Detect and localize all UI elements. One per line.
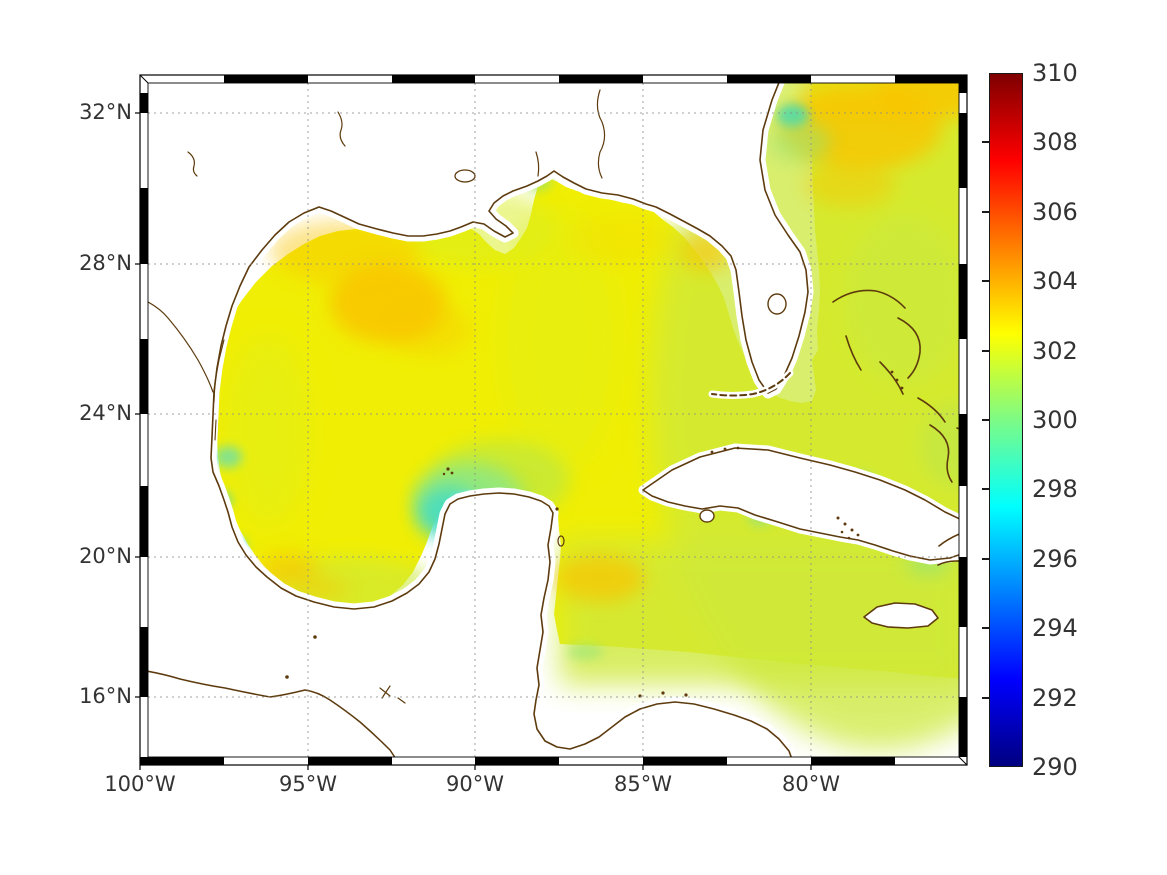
- colorbar-tick-label: 296: [1032, 544, 1078, 573]
- barrier-islands: [213, 339, 225, 441]
- zebra-bottom: [224, 757, 308, 765]
- zebra-top: [308, 75, 392, 83]
- colorbar-tick-label: 294: [1032, 614, 1078, 643]
- pacific-coastline: [148, 670, 396, 757]
- colorbar-tick: [982, 280, 990, 283]
- longitude-tick-label: 90°W: [446, 772, 504, 796]
- zebra-bottom: [643, 757, 727, 765]
- zebra-top: [475, 75, 559, 83]
- latitude-tick-label: 28°N: [79, 251, 132, 275]
- zebra-left: [140, 75, 148, 93]
- zebra-left: [140, 339, 148, 414]
- gridlines: [148, 83, 959, 757]
- zebra-left: [140, 93, 148, 113]
- cuba-coastline-stroke: [642, 447, 959, 561]
- colorbar-tick: [982, 419, 990, 421]
- zebra-top: [895, 75, 967, 83]
- zebra-bottom: [308, 757, 392, 765]
- zebra-left: [140, 697, 148, 761]
- zebra-top: [811, 75, 895, 83]
- hispaniola-coastline: [937, 533, 959, 566]
- colorbar-tick: [982, 210, 990, 213]
- cozumel-island: [557, 535, 565, 547]
- colorbar-tick: [982, 141, 990, 144]
- lake-pontchartrain: [454, 169, 476, 183]
- zebra-left: [140, 188, 148, 264]
- longitude-tick-label: 95°W: [279, 772, 337, 796]
- isla-juventud: [699, 509, 715, 523]
- zebra-right: [959, 113, 967, 188]
- frame-corner-miters: [139, 74, 968, 766]
- latitude-tick-label: 16°N: [79, 684, 132, 708]
- colorbar-gradient: [989, 73, 1023, 767]
- colorbar-tick-label: 300: [1032, 406, 1078, 434]
- rivers: [148, 89, 606, 393]
- latitude-tick-label: 24°N: [79, 401, 132, 425]
- zebra-right: [959, 414, 967, 486]
- zebra-right: [959, 93, 967, 113]
- small-islets: [285, 370, 904, 698]
- longitude-tick-label: 100°W: [104, 772, 176, 796]
- zebra-top: [224, 75, 308, 83]
- colorbar-tick: [982, 488, 990, 491]
- colorbar-tick: [982, 627, 990, 630]
- latitude-tick-label: 32°N: [79, 100, 132, 124]
- warm-patches: [258, 83, 959, 602]
- colorbar-tick: [982, 557, 990, 560]
- zebra-top: [140, 75, 224, 83]
- zebra-right: [959, 75, 967, 93]
- colorbar-tick-label: 302: [1032, 336, 1078, 365]
- zebra-left: [140, 627, 148, 697]
- zebra-right: [959, 486, 967, 557]
- colorbar-tick-label: 306: [1032, 197, 1078, 226]
- map-frame: [139, 74, 968, 766]
- coastlines: [148, 83, 959, 757]
- colorbar-tick: [982, 696, 990, 699]
- colorbar-tick-label: 292: [1032, 683, 1078, 712]
- zebra-top: [392, 75, 475, 83]
- zebra-bottom: [895, 757, 967, 765]
- colorbar-tick-label: 308: [1032, 128, 1078, 157]
- zebra-right: [959, 264, 967, 339]
- axis-ticks: [135, 112, 812, 770]
- mainland-coastline-stroke: [210, 83, 809, 757]
- zebra-bottom: [392, 757, 475, 765]
- zebra-left: [140, 486, 148, 557]
- zebra-right: [959, 188, 967, 264]
- longitude-tick-label: 85°W: [614, 772, 672, 796]
- zebra-right: [959, 339, 967, 414]
- zebra-bottom: [727, 757, 811, 765]
- map-frame-zebra: [140, 75, 967, 765]
- colorbar-tick: [982, 349, 990, 352]
- reef-crosses: [379, 685, 406, 704]
- zebra-left: [140, 414, 148, 486]
- zebra-left: [140, 113, 148, 188]
- lake-okeechobee: [767, 293, 787, 315]
- zebra-right: [959, 697, 967, 761]
- colorbar-tick-label: 310: [1032, 59, 1078, 87]
- zebra-top: [727, 75, 811, 83]
- zebra-top: [559, 75, 643, 83]
- colorbar-tick-label: 304: [1032, 267, 1078, 296]
- bahamas-islands: [832, 289, 959, 483]
- zebra-top: [643, 75, 727, 83]
- longitude-tick-label: 80°W: [782, 772, 840, 796]
- florida-keys-stroke: [711, 372, 791, 397]
- zebra-bottom: [559, 757, 643, 765]
- zebra-right: [959, 557, 967, 627]
- zebra-left: [140, 557, 148, 627]
- zebra-bottom: [140, 757, 224, 765]
- colorbar-tick-label: 298: [1032, 475, 1078, 504]
- zebra-left: [140, 264, 148, 339]
- zebra-right: [959, 627, 967, 697]
- latitude-tick-label: 20°N: [79, 544, 132, 568]
- jamaica-coastline: [863, 602, 939, 629]
- zebra-bottom: [811, 757, 895, 765]
- zebra-bottom: [475, 757, 559, 765]
- colorbar-tick-label: 290: [1032, 753, 1078, 781]
